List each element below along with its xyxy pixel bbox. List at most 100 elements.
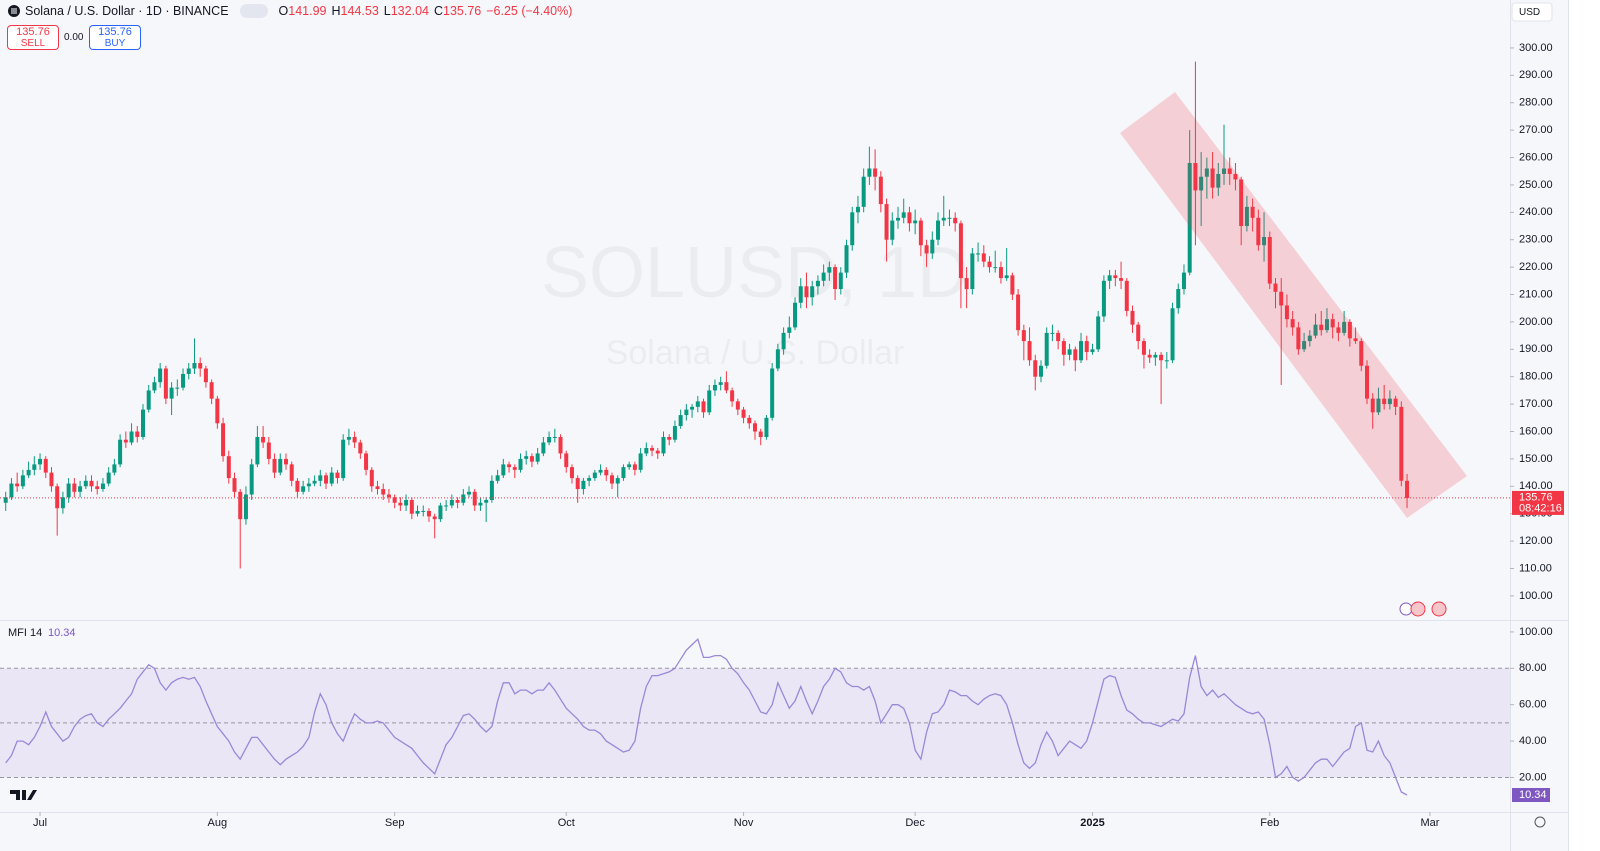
y-tick-label: 230.00 xyxy=(1519,234,1553,246)
candle-body xyxy=(472,491,477,506)
sell-button[interactable]: 135.76 SELL xyxy=(7,25,59,50)
x-tick-label: Mar xyxy=(1420,817,1439,829)
margin xyxy=(1569,0,1600,851)
candle-body xyxy=(672,426,677,440)
buy-price: 135.76 xyxy=(98,26,132,38)
candle-body xyxy=(558,436,563,454)
candle-body xyxy=(1244,206,1249,227)
y-tick-label: 140.00 xyxy=(1519,480,1553,492)
candle-body xyxy=(1004,275,1009,279)
candle-body xyxy=(43,458,48,473)
candle-body xyxy=(306,483,311,487)
currency: USD xyxy=(1519,7,1540,18)
y-tick-label: 20.00 xyxy=(1519,771,1547,783)
event-icons[interactable] xyxy=(1399,601,1447,617)
candle-body xyxy=(72,483,77,492)
candle-body xyxy=(810,286,815,298)
candle-body xyxy=(192,363,197,369)
candle-body xyxy=(638,453,643,470)
candle-body xyxy=(20,475,25,487)
candle-body xyxy=(1193,163,1198,191)
candle-body xyxy=(358,442,363,454)
candle-body xyxy=(610,475,615,484)
settings-icon[interactable] xyxy=(1534,816,1546,828)
candle-body xyxy=(15,483,20,487)
candle-body xyxy=(953,217,958,224)
candle-body xyxy=(850,212,855,246)
candle-body xyxy=(60,497,65,509)
sell-price: 135.76 xyxy=(16,26,50,38)
candle-body xyxy=(707,390,712,413)
candle-body xyxy=(386,494,391,498)
candle-body xyxy=(78,486,83,492)
candle-body xyxy=(38,458,43,465)
candle-body xyxy=(712,384,717,391)
y-tick-label: 100.00 xyxy=(1519,626,1553,638)
indicator-toggle[interactable] xyxy=(239,4,268,18)
candle-body xyxy=(9,483,14,498)
candle-body xyxy=(701,401,706,413)
candle-body xyxy=(278,458,283,473)
watermark-name: Solana / U.S. Dollar xyxy=(606,334,905,372)
candle-body xyxy=(415,510,420,514)
l-label: L xyxy=(383,4,391,18)
candle-body xyxy=(970,253,975,290)
y-tick-label: 240.00 xyxy=(1519,206,1553,218)
candle-body xyxy=(158,368,163,383)
candle-body xyxy=(329,472,334,484)
candle-body xyxy=(455,500,460,503)
candle-body xyxy=(741,409,746,418)
y-tick-label: 150.00 xyxy=(1519,453,1553,465)
candle-body xyxy=(1084,341,1089,353)
candle-body xyxy=(678,415,683,427)
candle-body xyxy=(409,500,414,514)
currency-box[interactable] xyxy=(1511,2,1553,22)
candle-body xyxy=(255,436,260,465)
candle-body xyxy=(484,500,489,503)
candle-body xyxy=(1210,168,1215,188)
candle-body xyxy=(1090,349,1095,353)
candle-body xyxy=(833,267,838,290)
candle-body xyxy=(1096,316,1101,350)
candle-body xyxy=(941,217,946,221)
candle-body xyxy=(781,332,786,350)
candle-body xyxy=(867,168,872,177)
candle-body xyxy=(667,436,672,440)
candle-body xyxy=(507,464,512,468)
candle-body xyxy=(793,302,798,328)
candle-body xyxy=(1376,398,1381,413)
candle-body xyxy=(804,286,809,298)
candle-body xyxy=(976,253,981,255)
candle-body xyxy=(569,467,574,479)
candle-body xyxy=(467,491,472,495)
candle-body xyxy=(918,220,923,246)
candle-body xyxy=(1187,163,1192,273)
buy-button[interactable]: 135.76 BUY xyxy=(89,25,141,50)
candle-body xyxy=(1296,327,1301,350)
candle-body xyxy=(1136,324,1141,342)
trend-channel[interactable] xyxy=(1120,92,1467,518)
candle-body xyxy=(855,206,860,213)
candle-body xyxy=(1330,319,1335,328)
candle-body xyxy=(501,464,506,476)
candle-body xyxy=(1393,398,1398,407)
candle-body xyxy=(758,431,763,437)
candle-body xyxy=(232,478,237,492)
symbol[interactable]: Solana / U.S. Dollar · 1D · BINANCE xyxy=(25,4,229,18)
y-tick-label: 60.00 xyxy=(1519,699,1547,711)
candle-body xyxy=(924,245,929,254)
o-label: O xyxy=(278,4,289,18)
candle-body xyxy=(398,502,403,506)
candle-body xyxy=(752,423,758,432)
candle-body xyxy=(730,390,735,402)
candle-body xyxy=(724,382,729,391)
candle-body xyxy=(1016,294,1021,331)
candle-body xyxy=(1170,308,1175,361)
candle-body xyxy=(89,480,94,487)
candle-body xyxy=(1227,168,1232,174)
candle-body xyxy=(238,491,243,520)
candle-body xyxy=(421,510,426,512)
countdown: 08:42:16 xyxy=(1519,502,1562,514)
candle-body xyxy=(1124,280,1129,311)
